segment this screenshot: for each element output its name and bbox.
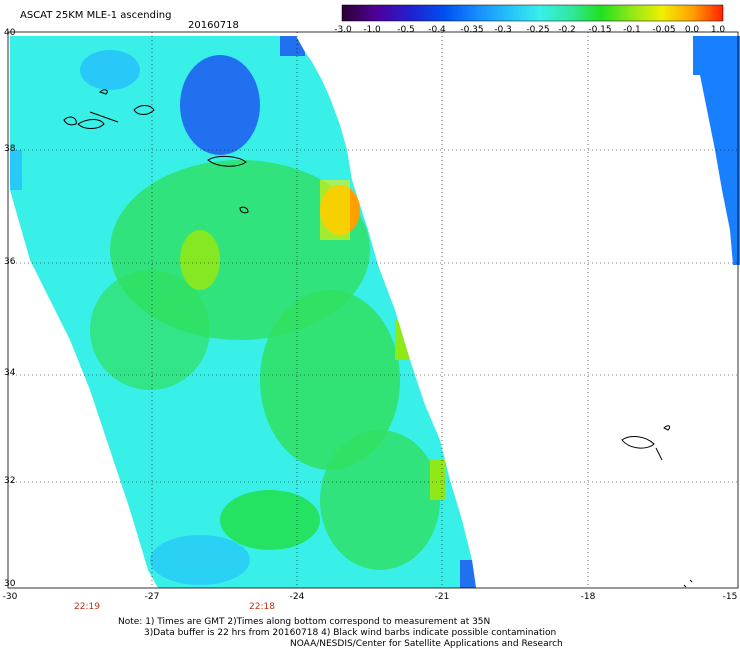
lat-label: 40 [4,28,16,38]
lon-label: -24 [289,592,305,602]
note-line-3: NOAA/NESDIS/Center for Satellite Applica… [290,639,563,649]
coastlines [63,89,693,588]
time-label: 22:19 [74,602,100,612]
colorbar-label: -0.15 [588,25,612,35]
lon-label: -15 [722,592,738,602]
lat-lon-grid [8,32,738,588]
colorbar-label: -0.4 [428,25,446,35]
note-line-2: 3)Data buffer is 22 hrs from 20160718 4)… [144,628,557,638]
lat-label: 32 [4,476,16,486]
colorbar-label: -0.05 [652,25,676,35]
colorbar-label: -3.0 [334,25,352,35]
lat-label: 30 [4,579,16,589]
colorbar-label: 0.0 [684,25,700,35]
colorbar-label: -0.2 [558,25,576,35]
map-frame [7,31,739,589]
colorbar-label: -0.1 [623,25,641,35]
colorbar-label: -0.35 [460,25,484,35]
map-date: 20160718 [188,20,239,31]
lat-label: 34 [4,368,16,378]
colorbar-label: -0.3 [494,25,512,35]
time-label: 22:18 [249,602,275,612]
right-swath [693,36,740,265]
lon-label: -30 [2,592,18,602]
colorbar-label: 1.0 [710,25,726,35]
colorbar-label: -1.0 [363,25,381,35]
note-line-1: Note: 1) Times are GMT 2)Times along bot… [118,617,491,627]
lon-label: -21 [434,592,450,602]
map-title: ASCAT 25KM MLE-1 ascending [20,10,172,21]
lat-label: 38 [4,144,16,154]
colorbar [341,4,724,22]
colorbar-label: -0.25 [526,25,550,35]
ascat-swath [10,36,476,588]
colorbar-label: -0.5 [397,25,415,35]
lon-label: -27 [144,592,160,602]
lat-label: 36 [4,257,16,267]
lon-label: -18 [580,592,596,602]
